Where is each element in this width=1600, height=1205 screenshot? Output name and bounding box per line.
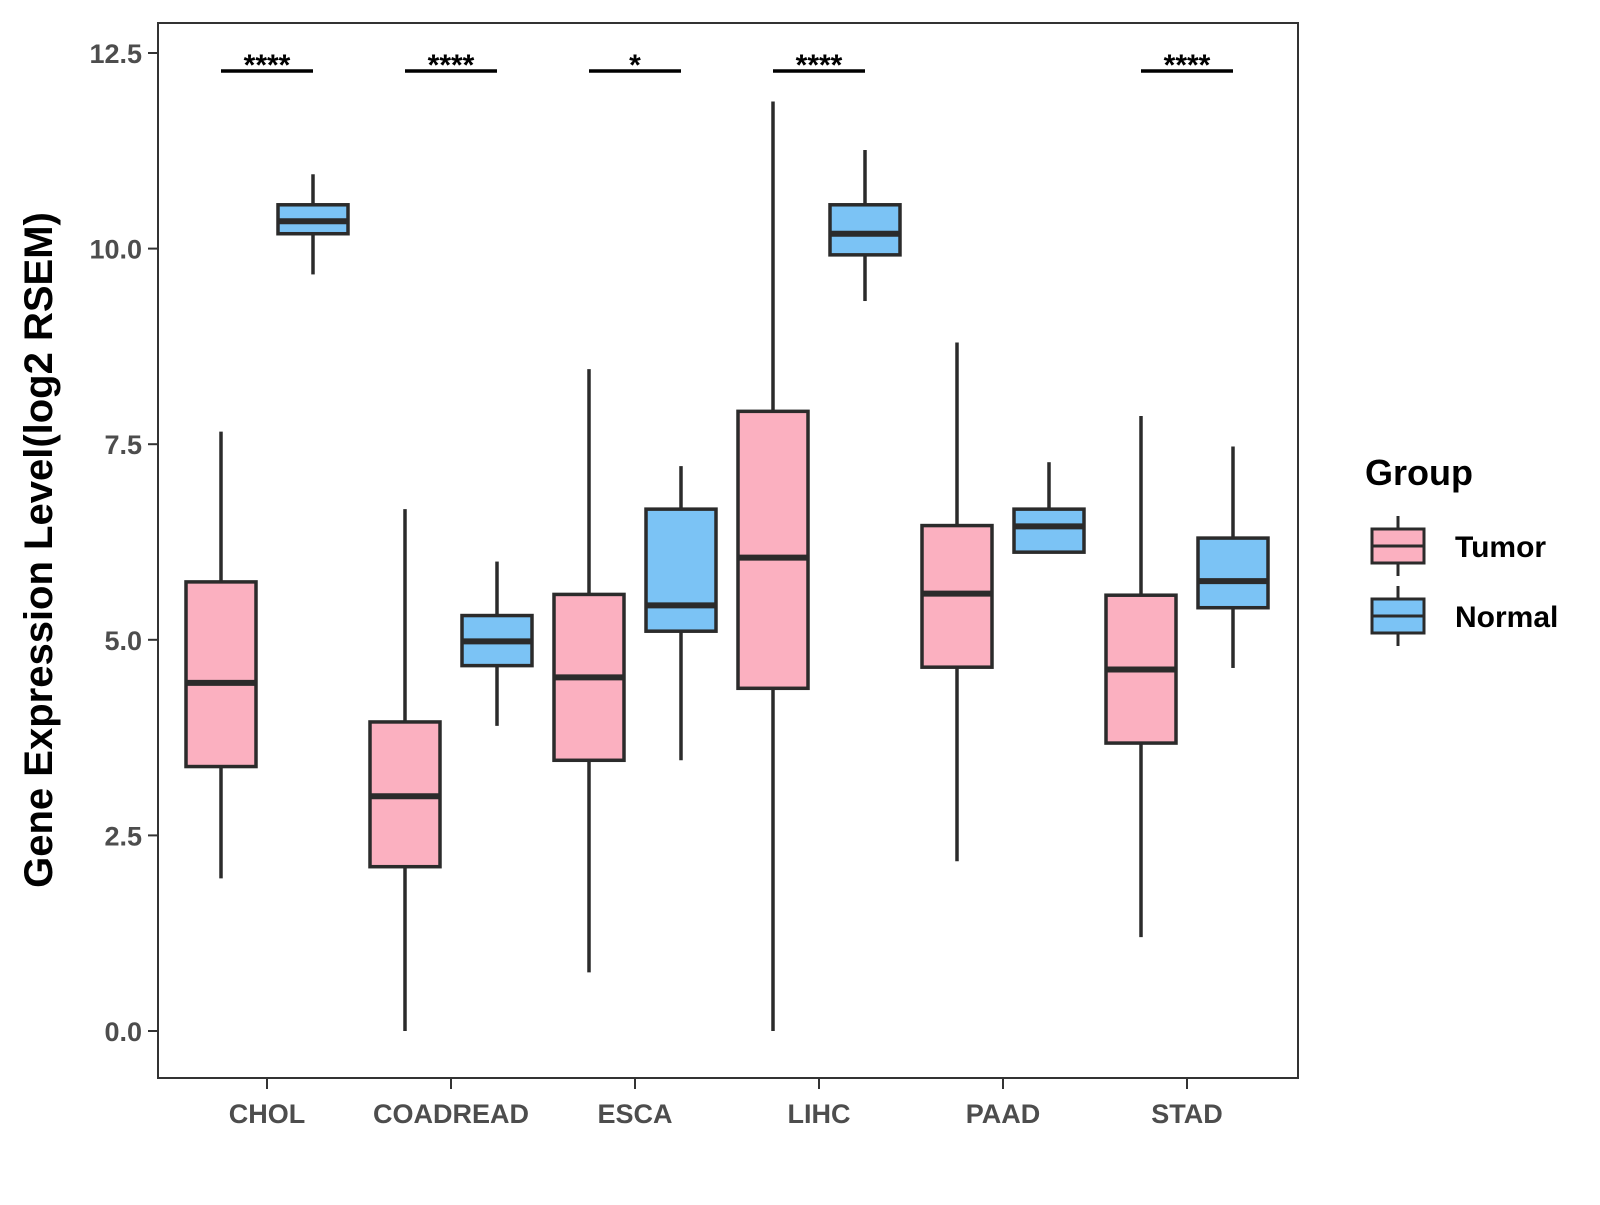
- significance-label: ****: [244, 49, 291, 82]
- x-tick-label: LIHC: [788, 1099, 851, 1129]
- y-tick-label: 10.0: [89, 235, 142, 265]
- legend-label: Tumor: [1455, 531, 1546, 564]
- legend-label: Normal: [1455, 601, 1558, 634]
- tumor-box-chol: [184, 431, 258, 879]
- y-tick-label: 12.5: [89, 39, 142, 69]
- box-body: [736, 409, 810, 691]
- x-tick-label: STAD: [1151, 1099, 1223, 1129]
- plot-panel-border: [157, 22, 1299, 1079]
- y-axis: 0.0 2.5 5.0 7.5 10.0 12.5: [89, 39, 158, 1047]
- y-tick-label: 7.5: [104, 430, 142, 460]
- tumor-box-stad: [1104, 416, 1178, 938]
- box-body: [644, 507, 718, 633]
- x-tick-label: CHOL: [229, 1099, 306, 1129]
- x-axis: CHOL COADREAD ESCA LIHC PAAD STAD: [229, 1078, 1223, 1129]
- normal-box-esca: [644, 466, 718, 761]
- legend: Group Tumor Normal: [1365, 452, 1558, 646]
- y-axis-title: Gene Expression Level(log2 RSEM): [17, 212, 61, 888]
- boxes-layer: [184, 101, 1270, 1031]
- significance-label: ****: [428, 49, 475, 82]
- significance-label: ****: [1164, 49, 1211, 82]
- y-tick-label: 2.5: [104, 821, 142, 851]
- normal-box-chol: [276, 174, 350, 275]
- legend-items: Tumor Normal: [1370, 516, 1558, 646]
- legend-title: Group: [1365, 452, 1473, 493]
- tumor-box-coadread: [368, 509, 442, 1031]
- significance-label: *: [629, 49, 641, 82]
- x-tick-label: PAAD: [966, 1099, 1041, 1129]
- tumor-box-paad: [920, 342, 994, 862]
- y-tick-label: 0.0: [104, 1017, 142, 1047]
- normal-box-coadread: [460, 561, 534, 726]
- normal-box-paad: [1012, 462, 1086, 554]
- normal-box-lihc: [828, 150, 902, 302]
- normal-box-stad: [1196, 446, 1270, 668]
- x-tick-label: COADREAD: [373, 1099, 529, 1129]
- significance-label: ****: [796, 49, 843, 82]
- box-body: [828, 203, 902, 257]
- legend-item-tumor: Tumor: [1370, 516, 1546, 576]
- box-body: [1012, 507, 1086, 554]
- y-tick-label: 5.0: [104, 626, 142, 656]
- box-body: [184, 580, 258, 769]
- legend-item-normal: Normal: [1370, 586, 1558, 646]
- box-body: [1196, 536, 1270, 610]
- significance-layer: **** **** * **** ****: [221, 49, 1233, 82]
- tumor-box-esca: [552, 369, 626, 973]
- tumor-box-lihc: [736, 101, 810, 1031]
- x-tick-label: ESCA: [597, 1099, 672, 1129]
